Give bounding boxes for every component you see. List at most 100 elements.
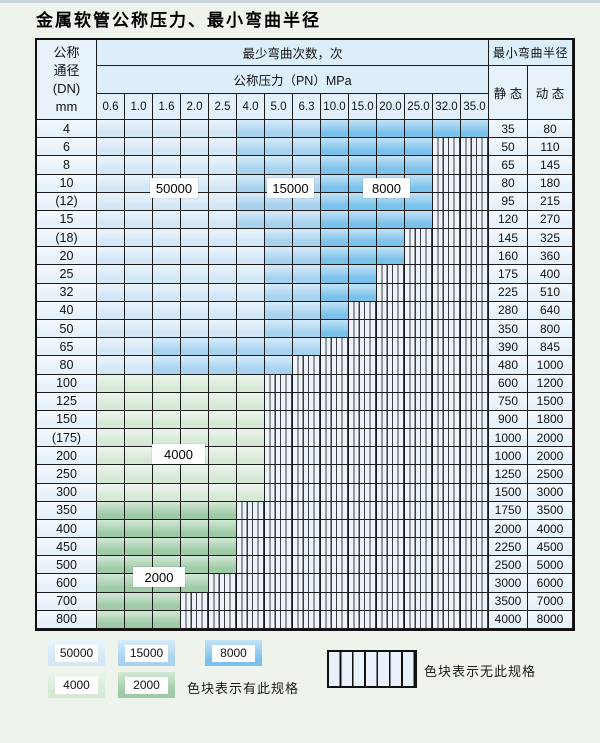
no-spec-cell: [349, 610, 377, 629]
dn-cell: 15: [37, 210, 97, 230]
cycle-zone-cell: [153, 210, 181, 230]
dn-cell: 10: [37, 174, 97, 193]
cycle-zone-cell: [237, 338, 265, 357]
static-radius-cell: 2250: [489, 538, 528, 557]
pressure-bend-table: 公称 通径 (DN) mm 最少弯曲次数，次 最小弯曲半径 公称压力（PN）MPa 静…: [35, 38, 575, 631]
cycle-zone-cell: [237, 356, 265, 375]
cycle-zone-cell: [97, 265, 125, 284]
no-spec-cell: [461, 265, 489, 284]
no-spec-cell: [433, 374, 461, 393]
static-radius-cell: 35: [489, 120, 528, 139]
static-radius-cell: 600: [489, 374, 528, 393]
no-spec-cell: [405, 410, 433, 430]
cycle-zone-cell: [209, 138, 237, 157]
no-spec-cell: [405, 574, 433, 593]
no-spec-cell: [349, 574, 377, 593]
dynamic-radius-cell: 2500: [528, 465, 573, 484]
cycle-zone-cell: [97, 156, 125, 175]
no-spec-cell: [405, 610, 433, 629]
cycle-zone-cell: [97, 138, 125, 157]
dn-cell: 600: [37, 574, 97, 593]
cycle-zone-cell: [209, 338, 237, 357]
no-spec-cell: [433, 556, 461, 575]
static-radius-cell: 95: [489, 192, 528, 211]
cycle-zone-cell: [237, 174, 265, 193]
cycle-zone-cell: [125, 120, 153, 139]
dn-header-line: mm: [55, 98, 78, 114]
cycle-zone-cell: [209, 319, 237, 339]
dynamic-radius-cell: 360: [528, 247, 573, 266]
no-spec-cell: [461, 410, 489, 430]
dynamic-radius-cell: 1200: [528, 374, 573, 393]
static-radius-cell: 350: [489, 319, 528, 339]
dynamic-radius-cell: 2000: [528, 447, 573, 466]
dn-cell: 50: [37, 319, 97, 339]
cycle-zone-cell: [209, 447, 237, 466]
static-radius-cell: 50: [489, 138, 528, 157]
cycle-zone-cell: [237, 192, 265, 211]
no-spec-cell: [321, 501, 349, 520]
cycle-zone-cell: [209, 392, 237, 411]
no-spec-cell: [377, 265, 405, 284]
dynamic-radius-cell: 110: [528, 138, 573, 157]
no-spec-cell: [293, 556, 321, 575]
pressure-tick: 35.0: [461, 94, 489, 120]
cycle-zone-cell: [209, 174, 237, 193]
no-spec-cell: [405, 556, 433, 575]
dynamic-radius-cell: 640: [528, 301, 573, 320]
no-spec-cell: [433, 229, 461, 248]
no-spec-cell: [293, 392, 321, 411]
no-spec-cell: [265, 519, 293, 539]
no-spec-cell: [433, 519, 461, 539]
no-spec-cell: [377, 556, 405, 575]
cycle-zone-cell: [181, 556, 209, 575]
dn-cell: 150: [37, 410, 97, 430]
legend-hatch-swatch: [327, 650, 417, 688]
cycle-zone-cell: [405, 192, 433, 211]
cycle-zone-cell: [321, 210, 349, 230]
cycle-zone-cell: [265, 338, 293, 357]
legend-no-spec-note: 色块表示无此规格: [424, 664, 537, 679]
no-spec-cell: [209, 610, 237, 629]
cycle-zone-cell: [153, 283, 181, 302]
cycle-zone-cell: [237, 410, 265, 430]
cycle-zone-cell: [209, 410, 237, 430]
static-radius-cell: 2500: [489, 556, 528, 575]
static-radius-cell: 4000: [489, 610, 528, 629]
no-spec-cell: [461, 519, 489, 539]
static-radius-cell: 1000: [489, 447, 528, 466]
no-spec-cell: [405, 283, 433, 302]
no-spec-cell: [321, 338, 349, 357]
pressure-tick: 4.0: [237, 94, 265, 120]
no-spec-cell: [237, 519, 265, 539]
no-spec-cell: [405, 429, 433, 448]
cycle-zone-cell: [181, 538, 209, 557]
cycle-zone-cell: [97, 610, 125, 629]
no-spec-cell: [433, 447, 461, 466]
no-spec-cell: [293, 501, 321, 520]
no-spec-cell: [265, 574, 293, 593]
dn-cell: 350: [37, 501, 97, 520]
cycle-zone-cell: [153, 301, 181, 320]
no-spec-cell: [405, 501, 433, 520]
no-spec-cell: [461, 556, 489, 575]
no-spec-cell: [321, 410, 349, 430]
cycle-zone-cell: [125, 538, 153, 557]
cycle-zone-cell: [265, 210, 293, 230]
no-spec-cell: [461, 592, 489, 611]
cycle-zone-cell: [209, 283, 237, 302]
cycle-zone-cell: [181, 465, 209, 484]
dn-cell: 450: [37, 538, 97, 557]
cycle-zone-cell: [321, 229, 349, 248]
cycle-zone-cell: [125, 610, 153, 629]
cycle-zone-cell: [97, 374, 125, 393]
cycle-zone-cell: [125, 501, 153, 520]
cycle-zone-cell: [293, 283, 321, 302]
no-spec-cell: [293, 610, 321, 629]
no-spec-cell: [461, 156, 489, 175]
no-spec-cell: [433, 319, 461, 339]
no-spec-cell: [377, 574, 405, 593]
cycle-zone-cell: [405, 174, 433, 193]
cycle-zone-cell: [265, 301, 293, 320]
cycle-zone-cell: [265, 356, 293, 375]
